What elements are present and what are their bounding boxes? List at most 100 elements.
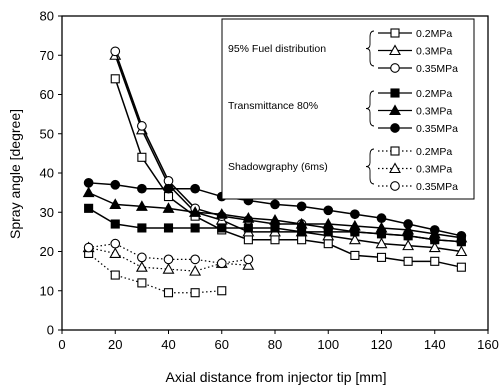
- series-line: [88, 252, 222, 294]
- data-point: [163, 183, 174, 194]
- data-point: [190, 183, 200, 194]
- x-axis-label: Axial distance from injector tip [mm]: [166, 369, 387, 385]
- data-point: [323, 239, 333, 249]
- data-point: [269, 213, 281, 225]
- x-tick-label: 100: [317, 337, 339, 352]
- y-tick-label: 60: [40, 87, 54, 102]
- legend-entry-label: 0.3MPa: [416, 164, 452, 176]
- legend-box: [221, 18, 475, 200]
- data-point: [215, 208, 228, 219]
- y-tick-label: 0: [47, 323, 54, 338]
- legend-marker: [390, 181, 400, 191]
- y-tick-label: 10: [40, 283, 54, 298]
- data-point: [297, 235, 307, 245]
- y-tick-label: 50: [40, 126, 54, 141]
- data-point: [137, 223, 147, 233]
- data-point: [137, 252, 147, 263]
- x-tick-label: 60: [215, 337, 229, 352]
- x-tick-label: 80: [268, 337, 282, 352]
- legend-entry-label: 0.35MPa: [416, 181, 458, 193]
- data-point: [376, 252, 387, 262]
- data-point: [456, 262, 466, 272]
- data-point: [189, 264, 202, 276]
- x-tick-label: 120: [371, 337, 393, 352]
- legend-group-title: Transmittance 80%: [228, 100, 318, 112]
- y-tick-label: 80: [40, 9, 54, 24]
- data-point: [190, 254, 200, 265]
- data-point: [163, 288, 174, 298]
- data-point: [455, 245, 468, 257]
- legend-marker: [389, 104, 401, 116]
- data-point: [350, 250, 360, 260]
- data-point: [110, 74, 120, 84]
- x-tick-label: 140: [424, 337, 446, 352]
- data-point: [190, 223, 200, 233]
- data-point: [375, 237, 388, 249]
- data-point: [110, 270, 120, 280]
- y-tick-label: 20: [40, 244, 54, 259]
- data-point: [137, 121, 147, 131]
- data-point: [375, 221, 388, 233]
- data-point: [190, 288, 200, 298]
- data-point: [242, 259, 255, 270]
- legend-brace: [365, 30, 375, 67]
- legend-entry-label: 0.2MPa: [416, 146, 452, 158]
- series-layer: [82, 46, 468, 298]
- series-5: [82, 186, 468, 243]
- legend-entry-label: 0.3MPa: [416, 46, 452, 58]
- data-point: [403, 256, 413, 266]
- legend-marker: [390, 63, 400, 73]
- data-point: [109, 198, 122, 209]
- data-point: [137, 183, 147, 194]
- y-tick-label: 70: [40, 48, 54, 63]
- data-point: [162, 202, 175, 213]
- data-point: [216, 258, 227, 269]
- data-point: [189, 206, 202, 217]
- data-point: [295, 217, 308, 229]
- legend-brace: [365, 90, 375, 127]
- data-point: [456, 230, 467, 241]
- legend-brace: [365, 148, 375, 185]
- data-point: [217, 223, 227, 233]
- data-point: [429, 225, 440, 235]
- series-7: [84, 248, 227, 298]
- x-tick-label: 20: [108, 337, 122, 352]
- series-9: [83, 238, 254, 269]
- data-point: [242, 212, 255, 223]
- legend-group-title: 95% Fuel distribution: [228, 43, 326, 55]
- data-point: [82, 186, 95, 198]
- data-point: [402, 223, 415, 235]
- x-tick-label: 160: [477, 337, 499, 352]
- legend-marker: [389, 44, 401, 56]
- data-point: [430, 256, 440, 266]
- data-point: [109, 247, 122, 259]
- data-point: [270, 199, 280, 210]
- data-point: [428, 241, 441, 253]
- data-point: [243, 223, 253, 233]
- data-point: [110, 219, 120, 229]
- data-point: [322, 217, 335, 229]
- legend-marker: [390, 146, 400, 156]
- legend-marker: [390, 28, 400, 38]
- data-point: [217, 286, 227, 296]
- legend-entry-label: 0.2MPa: [416, 88, 452, 100]
- data-point: [403, 219, 413, 229]
- legend-entry-label: 0.35MPa: [416, 63, 458, 75]
- data-point: [163, 223, 174, 233]
- data-point: [162, 263, 175, 274]
- data-point: [163, 192, 174, 202]
- series-4: [84, 203, 466, 247]
- axes: 0 20 40 60 80 100 120 140 160 0 10 20 30 40 50 60 70 80: [40, 9, 499, 353]
- data-point: [84, 203, 94, 213]
- data-point: [110, 46, 121, 57]
- legend-marker: [389, 162, 401, 174]
- data-point: [270, 223, 280, 233]
- data-point: [297, 227, 307, 237]
- data-point: [137, 152, 147, 162]
- x-tick-label: 0: [58, 337, 65, 352]
- data-point: [323, 227, 333, 237]
- legend-entry-label: 0.35MPa: [416, 123, 458, 135]
- data-point: [296, 201, 307, 212]
- data-point: [243, 254, 254, 265]
- series-1: [110, 74, 466, 272]
